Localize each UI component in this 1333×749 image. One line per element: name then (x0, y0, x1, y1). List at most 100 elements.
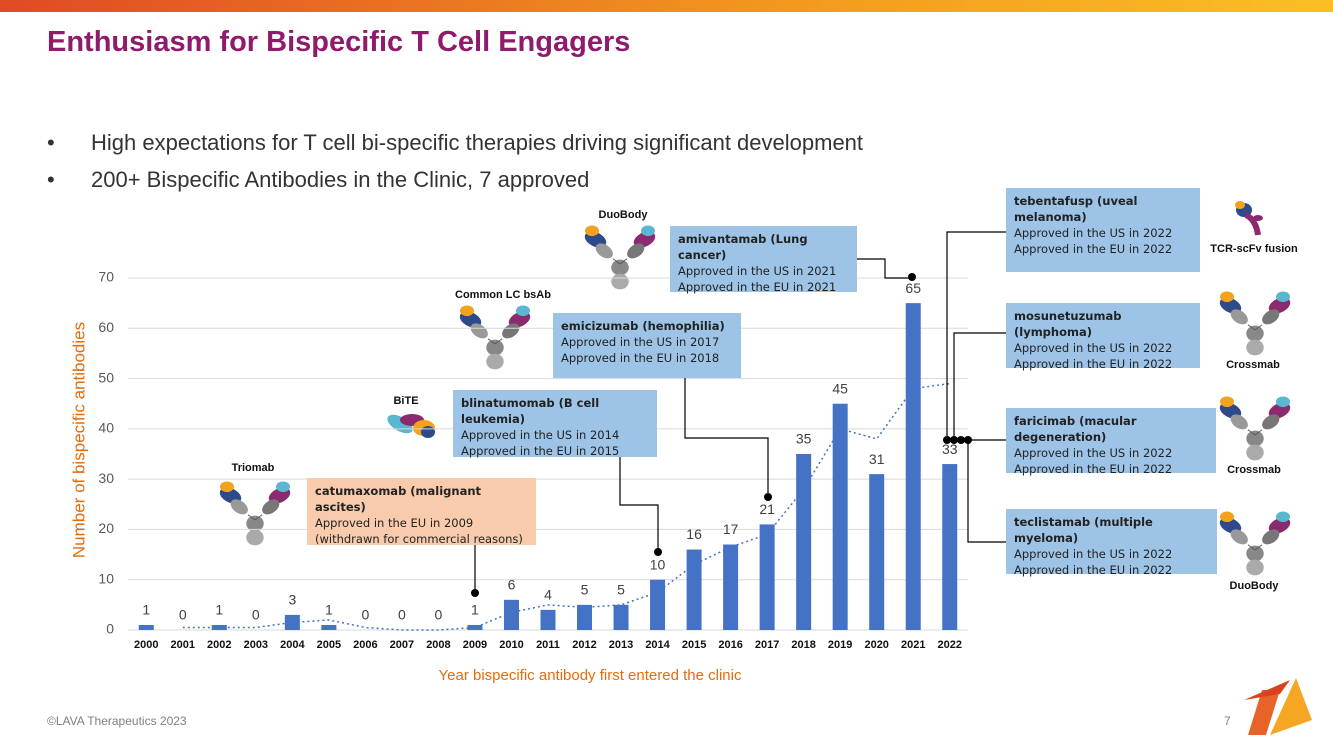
bullet: • 200+ Bispecific Antibodies in the Clini… (47, 167, 590, 192)
annotation-box: emicizumab (hemophilia) Approved in the U… (553, 313, 741, 378)
annotation-title: catumaxomab (malignant ascites) (315, 484, 482, 514)
annotation-box: mosunetuzumab (lymphoma) Approved in the … (1006, 303, 1200, 371)
x-tick-label: 2021 (901, 639, 925, 651)
dot (943, 436, 951, 444)
dot (964, 436, 972, 444)
x-tick-label: 2017 (755, 639, 779, 651)
y-tick-label: 0 (106, 621, 114, 637)
y-tick-label: 50 (98, 369, 114, 385)
x-tick-label: 2001 (171, 639, 195, 651)
x-tick-label: 2002 (207, 639, 231, 651)
x-tick-label: 2016 (718, 639, 742, 651)
bar (613, 604, 629, 630)
dot (908, 273, 916, 281)
x-tick-label: 2006 (353, 639, 377, 651)
annotation-line: Approved in the EU in 2022 (1014, 357, 1173, 371)
y-tick-label: 30 (98, 470, 114, 486)
data-label: 0 (252, 607, 260, 623)
connector (619, 457, 659, 552)
connectors (474, 231, 1006, 593)
antibody-icon (387, 414, 435, 438)
bullet: • High expectations for T cell bi-specifi… (47, 130, 864, 155)
y-axis-label: Number of bispecific antibodies (69, 322, 88, 558)
trend-line (182, 382, 950, 631)
data-label: 0 (361, 607, 369, 623)
annotation-box: tebentafusp (uveal melanoma) Approved in … (1006, 188, 1200, 272)
bar (832, 403, 848, 630)
annotation-line: (withdrawn for commercial reasons) (315, 532, 523, 546)
data-label: 16 (686, 526, 702, 542)
bar (467, 624, 483, 630)
format-label: DuoBody (598, 209, 648, 221)
connector (684, 378, 769, 497)
bar (869, 474, 885, 630)
bar (723, 544, 739, 630)
data-label: 0 (398, 607, 406, 623)
x-tick-label: 2007 (390, 639, 414, 651)
dot (654, 548, 662, 556)
y-tick-label: 40 (98, 420, 114, 436)
connector (967, 440, 1006, 543)
data-label: 5 (581, 582, 589, 598)
annotation-box: blinatumomab (B cell leukemia) Approved i… (453, 390, 657, 458)
data-label: 3 (288, 592, 296, 608)
annotation-title: emicizumab (hemophilia) (561, 319, 725, 333)
format-label: DuoBody (1229, 580, 1279, 592)
data-label: 45 (832, 380, 848, 396)
dot (471, 589, 479, 597)
bar (686, 549, 702, 630)
x-tick-label: 2003 (244, 639, 268, 651)
x-tick-label: 2014 (645, 639, 670, 651)
data-label: 17 (723, 521, 739, 537)
annotation-line: Approved in the EU in 2018 (561, 351, 720, 365)
format-label: Triomab (231, 462, 275, 474)
x-axis-label: Year bispecific antibody first entered t… (439, 667, 742, 684)
data-label: 1 (471, 602, 479, 618)
format-label: Crossmab (1227, 464, 1281, 476)
bar (284, 614, 300, 630)
x-tick-label: 2012 (572, 639, 596, 651)
data-label: 5 (617, 582, 625, 598)
annotation-title: blinatumomab (B cell leukemia) (461, 396, 600, 426)
annotation-title: teclistamab (multiple myeloma) (1014, 515, 1153, 545)
dot (764, 493, 772, 501)
antibody-icon (456, 305, 534, 370)
x-tick-label: 2022 (937, 639, 961, 651)
x-tick-label: 2008 (426, 639, 450, 651)
annotation-line: Approved in the US in 2022 (1014, 446, 1173, 460)
y-tick-label: 20 (98, 520, 114, 536)
format-label: Crossmab (1226, 359, 1280, 371)
annotation-line: Approved in the US in 2014 (461, 428, 620, 442)
x-tick-label: 2020 (864, 639, 888, 651)
connector-dots (471, 273, 972, 597)
annotation-box: teclistamab (multiple myeloma) Approved i… (1006, 509, 1217, 577)
annotation-line: Approved in the EU in 2022 (1014, 563, 1173, 577)
bar (759, 524, 775, 630)
bar (650, 579, 666, 630)
data-label: 1 (142, 602, 150, 618)
data-label: 1 (215, 602, 223, 618)
annotation-line: Approved in the US in 2022 (1014, 547, 1173, 561)
annotation-line: Approved in the EU in 2015 (461, 444, 620, 458)
data-label: 31 (869, 451, 885, 467)
antibody-icon (216, 481, 294, 546)
page-number: 7 (1224, 714, 1231, 728)
y-tick-label: 70 (98, 269, 114, 285)
x-tick-label: 2013 (609, 639, 633, 651)
bullet-text: High expectations for T cell bi-specific… (91, 130, 864, 155)
bar (942, 464, 958, 630)
annotation-title: amivantamab (Lung cancer) (678, 232, 808, 262)
bar (503, 599, 519, 630)
bar (796, 454, 812, 630)
annotation-line: Approved in the US in 2021 (678, 264, 837, 278)
bar (138, 624, 154, 630)
x-tick-label: 2010 (499, 639, 523, 651)
bullet-text: 200+ Bispecific Antibodies in the Clinic… (91, 167, 590, 192)
antibody-icon (581, 225, 659, 290)
y-tick-label: 60 (98, 319, 114, 335)
connector (953, 332, 1006, 440)
x-tick-label: 2015 (682, 639, 706, 651)
annotation-line: Approved in the EU in 2009 (315, 516, 474, 530)
